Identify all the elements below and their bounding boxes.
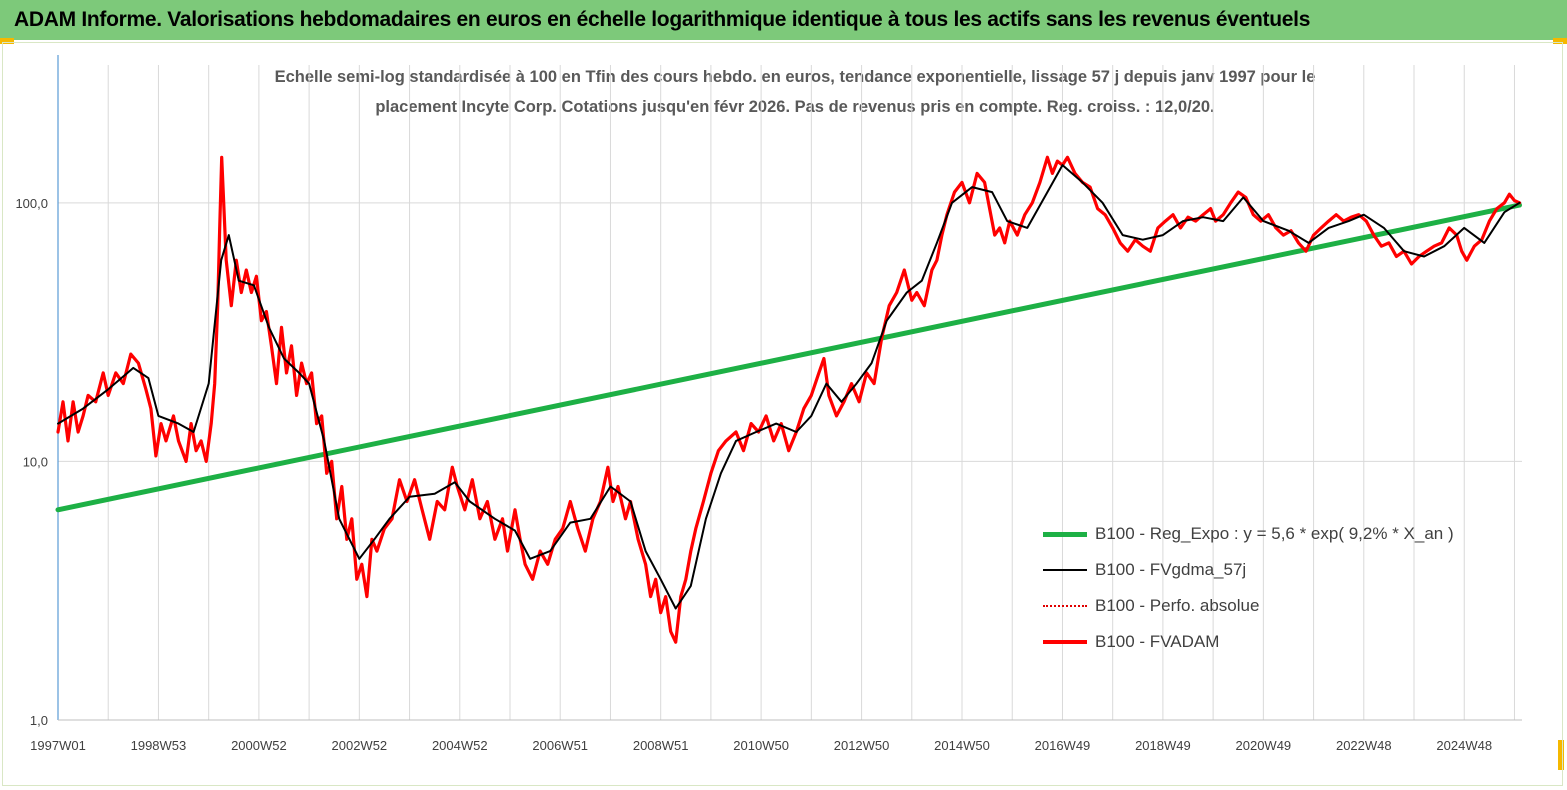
- page-title: ADAM Informe. Valorisations hebdomadaire…: [14, 8, 1311, 31]
- series-line-moving-average: [57, 164, 1521, 610]
- legend-swatch-regression: [1043, 531, 1087, 537]
- legend-item-regression: B100 - Reg_Expo : y = 5,6 * exp( 9,2% * …: [1043, 516, 1523, 552]
- legend-item-moving-average: B100 - FVgdma_57j: [1043, 552, 1523, 588]
- legend-label-fvadam: B100 - FVADAM: [1095, 632, 1220, 651]
- legend-swatch-perfo: [1043, 605, 1087, 607]
- x-tick-label: 2002W52: [332, 738, 388, 753]
- y-tick-label: 100,0: [15, 196, 48, 211]
- x-tick-label: 2018W49: [1135, 738, 1191, 753]
- corner-mark-bottom-right: [1558, 740, 1564, 770]
- x-tick-label: 2004W52: [432, 738, 488, 753]
- legend-item-fvadam: B100 - FVADAM: [1043, 624, 1523, 660]
- legend-swatch-fvadam: [1043, 640, 1087, 644]
- legend-label-moving-average: B100 - FVgdma_57j: [1095, 560, 1247, 579]
- legend-label-regression: B100 - Reg_Expo : y = 5,6 * exp( 9,2% * …: [1095, 524, 1454, 543]
- x-tick-label: 2024W48: [1436, 738, 1492, 753]
- x-tick-label: 2022W48: [1336, 738, 1392, 753]
- x-tick-label: 2006W51: [532, 738, 588, 753]
- chart-subtitle-line-1: Echelle semi-log standardisée à 100 en T…: [274, 68, 1316, 86]
- x-tick-label: 2010W50: [733, 738, 789, 753]
- chart-frame: [2, 42, 1563, 786]
- title-bar: ADAM Informe. Valorisations hebdomadaire…: [0, 0, 1567, 40]
- legend-item-perfo: B100 - Perfo. absolue: [1043, 588, 1523, 624]
- x-tick-label: 2008W51: [633, 738, 689, 753]
- series-line-regression: [55, 202, 1522, 513]
- corner-mark-top-left: [0, 38, 14, 44]
- legend-label-perfo: B100 - Perfo. absolue: [1095, 596, 1260, 615]
- x-tick-label: 1998W53: [131, 738, 187, 753]
- y-tick-label: 10,0: [23, 454, 48, 469]
- x-tick-label: 2000W52: [231, 738, 287, 753]
- x-tick-label: 2016W49: [1035, 738, 1091, 753]
- corner-mark-top-right: [1553, 38, 1567, 44]
- x-tick-label: 2012W50: [834, 738, 890, 753]
- x-tick-label: 2014W50: [934, 738, 990, 753]
- legend: B100 - Reg_Expo : y = 5,6 * exp( 9,2% * …: [1043, 516, 1523, 660]
- x-tick-label: 1997W01: [30, 738, 86, 753]
- x-tick-label: 2020W49: [1236, 738, 1292, 753]
- y-tick-label: 1,0: [30, 713, 48, 728]
- chart-subtitle-line-2: placement Incyte Corp. Cotations jusqu'e…: [375, 98, 1215, 116]
- legend-swatch-moving-average: [1043, 569, 1087, 571]
